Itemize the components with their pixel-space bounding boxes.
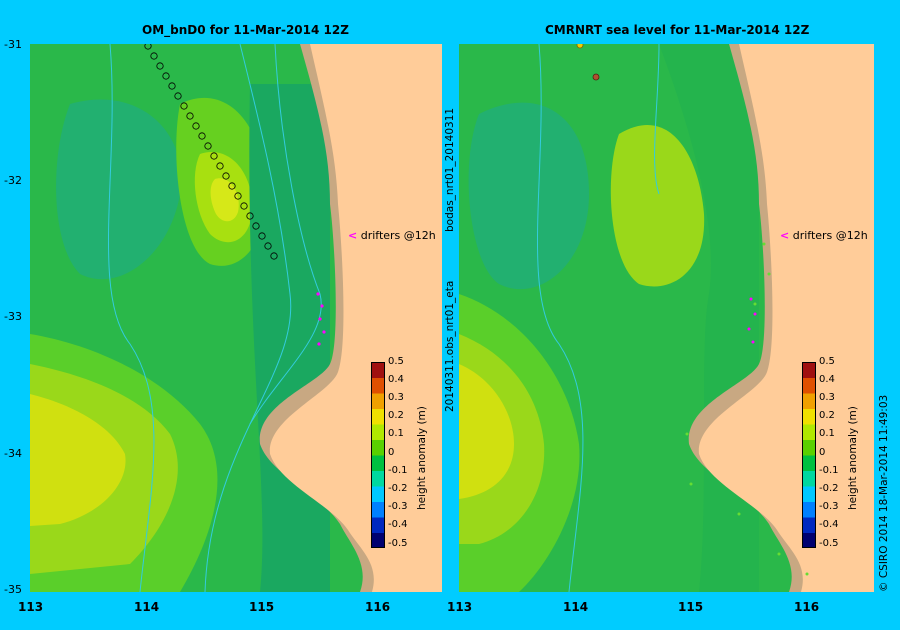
colorbar-tick: -0.5 [819, 538, 839, 549]
colorbar-swatch [371, 439, 385, 456]
colorbar-swatch [371, 408, 385, 425]
colorbar-swatch [802, 486, 816, 502]
colorbar-swatch [371, 362, 385, 378]
colorbar-tick: 0.5 [388, 356, 404, 367]
colorbar-swatch [371, 377, 385, 394]
colorbar-tick: -0.2 [388, 483, 408, 494]
colorbar-tick: -0.5 [388, 538, 408, 549]
colorbar-tick: 0.4 [819, 374, 835, 385]
colorbar-swatch [371, 455, 385, 471]
side-label-bodas: bodas_nrt01_20140311 [444, 107, 456, 232]
colorbar-tick: -0.3 [819, 501, 839, 512]
colorbar-scale-left [371, 362, 385, 548]
x-tick-label: 113 [18, 600, 44, 614]
y-tick-label: -34 [4, 447, 22, 460]
colorbar-swatch [802, 532, 816, 548]
colorbar-swatch [371, 517, 385, 533]
colorbar-swatch [802, 470, 816, 487]
x-tick-label: 115 [678, 600, 704, 614]
colorbar-swatch [802, 439, 816, 456]
colorbar-tick: 0.2 [819, 410, 835, 421]
colorbar-swatch [371, 532, 385, 548]
x-tick-label: 113 [447, 600, 473, 614]
y-tick-label: -32 [4, 174, 22, 187]
colorbar-swatch [802, 501, 816, 518]
drifters-label-left: < drifters @12h [348, 229, 436, 242]
colorbar-swatch [802, 408, 816, 425]
colorbar-tick: 0.5 [819, 356, 835, 367]
colorbar-frame [371, 362, 385, 548]
colorbar-swatch [371, 486, 385, 502]
colorbar-swatch [802, 393, 816, 409]
left-map [30, 44, 442, 592]
colorbar-label: height anomaly (m) [416, 406, 428, 510]
colorbar-scale-right [802, 362, 816, 548]
x-tick-label: 114 [563, 600, 589, 614]
colorbar-tick: 0.3 [819, 392, 835, 403]
x-tick-label: 116 [365, 600, 391, 614]
copyright-label: © CSIRO 2014 18-Mar-2014 11:49:03 [878, 394, 890, 592]
drifters-label-right: < drifters @12h [780, 229, 868, 242]
colorbar-swatch [802, 377, 816, 394]
colorbar-swatch [802, 455, 816, 471]
colorbar-swatch [371, 393, 385, 409]
colorbar-tick: 0.1 [388, 428, 404, 439]
drifter-arrow-icon: < [348, 229, 358, 242]
colorbar-tick: 0.2 [388, 410, 404, 421]
x-tick-label: 115 [249, 600, 275, 614]
side-label-obs: 20140311.obs_nrt01_eta [444, 280, 456, 412]
colorbar-tick: -0.4 [388, 519, 408, 530]
colorbar-label: height anomaly (m) [847, 406, 859, 510]
colorbar-swatch [371, 501, 385, 518]
colorbar-swatch [802, 424, 816, 440]
left-panel-title: OM_bnD0 for 11-Mar-2014 12Z [142, 23, 349, 37]
y-tick-label: -31 [4, 38, 22, 51]
colorbar-swatch [802, 517, 816, 533]
colorbar-swatch [371, 424, 385, 440]
colorbar-tick: 0.3 [388, 392, 404, 403]
colorbar-tick: -0.1 [388, 465, 408, 476]
x-tick-label: 116 [794, 600, 820, 614]
colorbar-tick: -0.1 [819, 465, 839, 476]
y-tick-label: -35 [4, 583, 22, 596]
colorbar-frame [802, 362, 816, 548]
colorbar-tick: 0.4 [388, 374, 404, 385]
colorbar-tick: -0.2 [819, 483, 839, 494]
colorbar-tick: 0.1 [819, 428, 835, 439]
x-tick-label: 114 [134, 600, 160, 614]
colorbar-tick: 0 [388, 447, 395, 458]
right-map [459, 44, 874, 592]
y-tick-label: -33 [4, 310, 22, 323]
drifter-arrow-icon: < [780, 229, 790, 242]
colorbar-tick: 0 [819, 447, 826, 458]
colorbar-tick: -0.4 [819, 519, 839, 530]
colorbar-swatch [371, 470, 385, 487]
colorbar-swatch [802, 362, 816, 378]
colorbar-tick: -0.3 [388, 501, 408, 512]
right-panel-title: CMRNRT sea level for 11-Mar-2014 12Z [545, 23, 810, 37]
